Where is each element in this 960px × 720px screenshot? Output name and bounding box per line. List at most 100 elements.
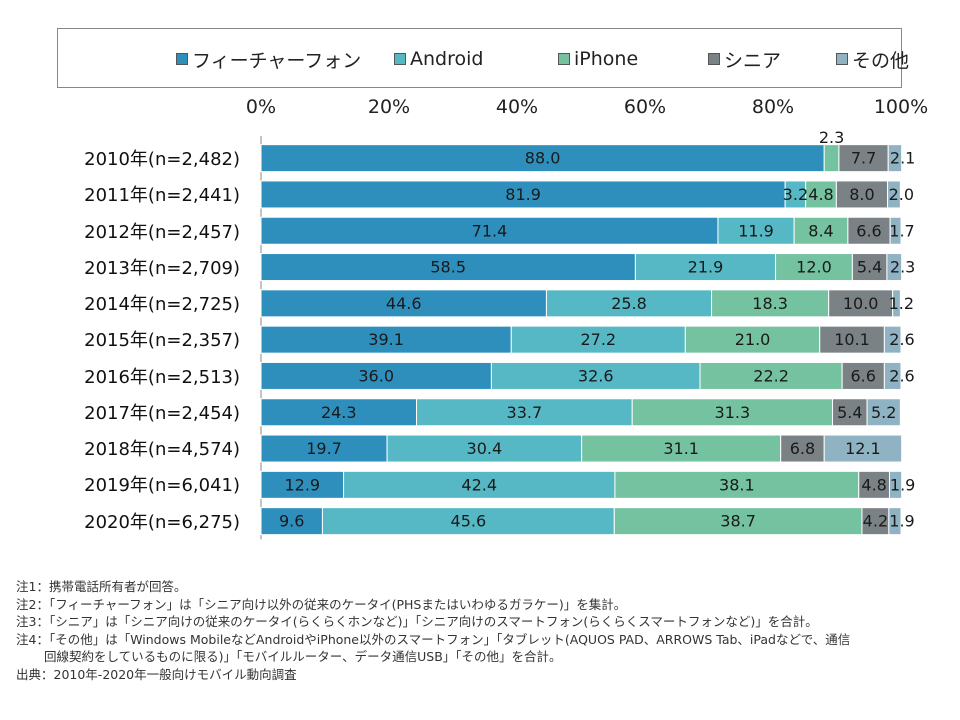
legend-label-senior: シニア [724, 49, 782, 72]
data-label: 22.2 [753, 366, 789, 385]
data-label: 6.6 [851, 366, 876, 385]
bar-segment [717, 216, 795, 245]
data-label: 1.9 [889, 512, 914, 531]
data-label: 2.1 [890, 149, 915, 168]
data-label: 4.8 [808, 185, 833, 204]
bar-segment [841, 361, 885, 390]
y-category-label: 2015年(n=2,357) [84, 330, 240, 351]
bar-segment [823, 144, 840, 173]
data-label: 5.2 [871, 403, 896, 422]
bar-segment [793, 216, 849, 245]
data-label: 31.1 [663, 439, 699, 458]
footnote-2: 注2：「フィーチャーフォン」は「シニア向け以外の従来のケータイ(PHSまたはいわ… [16, 596, 627, 612]
data-label: 44.6 [386, 294, 422, 313]
data-label: 12.1 [845, 439, 881, 458]
bar-segment [866, 398, 901, 427]
y-category-label: 2019年(n=6,041) [84, 475, 240, 496]
legend-item-android: Android [394, 48, 484, 70]
data-label: 4.8 [861, 475, 886, 494]
data-label: 10.0 [843, 294, 879, 313]
bar-segment [805, 180, 837, 209]
data-label: 21.0 [735, 330, 771, 349]
data-label: 3.2 [783, 185, 808, 204]
y-category-label: 2014年(n=2,725) [84, 294, 240, 315]
legend-item-senior: シニア [708, 49, 781, 72]
legend-item-other: その他 [836, 49, 909, 72]
data-label: 27.2 [580, 330, 616, 349]
data-label: 25.8 [611, 294, 647, 313]
data-label: 39.1 [368, 330, 404, 349]
bar-segment [260, 216, 719, 245]
bar-segment [861, 507, 890, 536]
data-label: 2.0 [889, 185, 914, 204]
data-label: 33.7 [507, 403, 543, 422]
data-label: 5.4 [837, 403, 862, 422]
bar-segment [858, 470, 890, 499]
legend-label-iphone: iPhone [574, 48, 639, 70]
footnotes: 注1：携帯電話所有者が回答。 注2：「フィーチャーフォン」は「シニア向け以外の従… [16, 578, 956, 683]
y-category-label: 2016年(n=2,513) [84, 367, 240, 388]
bar-segment [613, 507, 863, 536]
data-label: 71.4 [472, 221, 508, 240]
bar-segment [699, 361, 843, 390]
data-label: 8.0 [849, 185, 874, 204]
legend-item-feature-phone: フィーチャーフォン [176, 49, 361, 72]
bar-segment [888, 470, 903, 499]
data-label: 1.7 [889, 221, 914, 240]
chart-legend: フィーチャーフォン Android iPhone シニア その他 [57, 28, 909, 88]
data-label: 6.6 [856, 221, 881, 240]
data-label: 2.6 [889, 366, 914, 385]
data-label: 19.7 [306, 439, 342, 458]
bar-segment [883, 325, 902, 354]
bar-segment [886, 253, 903, 282]
legend-label-other: その他 [852, 49, 910, 72]
legend-label-android: Android [410, 48, 484, 70]
data-label: 38.7 [720, 512, 756, 531]
bar-segment [851, 253, 888, 282]
data-label: 45.6 [451, 512, 487, 531]
bar-segment [631, 398, 834, 427]
data-label: 10.1 [834, 330, 870, 349]
data-label: 30.4 [467, 439, 503, 458]
bar-segment [828, 289, 894, 318]
bar-segment [321, 507, 615, 536]
bar-segment [510, 325, 686, 354]
x-tick-label: 60% [623, 96, 667, 118]
bar-segment [490, 361, 701, 390]
bar-segment [892, 289, 901, 318]
y-category-label: 2010年(n=2,482) [84, 149, 240, 170]
data-label: 5.4 [857, 258, 882, 277]
data-label: 12.0 [796, 258, 832, 277]
x-tick-label: 40% [495, 96, 539, 118]
y-category-label: 2013年(n=2,709) [84, 258, 240, 279]
footnote-4: 注4：「その他」は「Windows MobileなどAndroidやiPhone… [16, 631, 851, 647]
data-label: 2.3 [890, 258, 915, 277]
data-label: 24.3 [321, 403, 357, 422]
footnote-4-continued: 回線契約をしているものに限る)」「モバイルルーター、データ通信USB」「その他」… [44, 649, 562, 664]
legend-swatch-other [836, 53, 848, 65]
bar-segment [343, 470, 616, 499]
data-label: 1.2 [889, 294, 914, 313]
data-label: 31.3 [715, 403, 751, 422]
bar-segment [823, 434, 903, 463]
data-label: 81.9 [505, 185, 541, 204]
bar-segment [888, 507, 902, 536]
x-tick-label: 0% [245, 96, 277, 118]
bar-segment [684, 325, 821, 354]
bar-segment [386, 434, 583, 463]
footnote-3: 注3：「シニア」は「シニア向けの従来のケータイ(らくらくホンなど)」「シニア向け… [16, 614, 818, 629]
data-label: 42.4 [461, 475, 497, 494]
data-label: 38.1 [719, 475, 755, 494]
data-label: 18.3 [752, 294, 788, 313]
data-label: 2.6 [889, 330, 914, 349]
x-tick-label: 20% [367, 96, 411, 118]
bar-segment [260, 361, 492, 390]
bar-segment [545, 289, 713, 318]
data-label: 32.6 [578, 366, 614, 385]
legend-item-iphone: iPhone [558, 48, 639, 70]
bar-segment [260, 325, 512, 354]
data-label: 21.9 [688, 258, 724, 277]
y-category-label: 2012年(n=2,457) [84, 222, 240, 243]
data-label: 6.8 [790, 439, 815, 458]
